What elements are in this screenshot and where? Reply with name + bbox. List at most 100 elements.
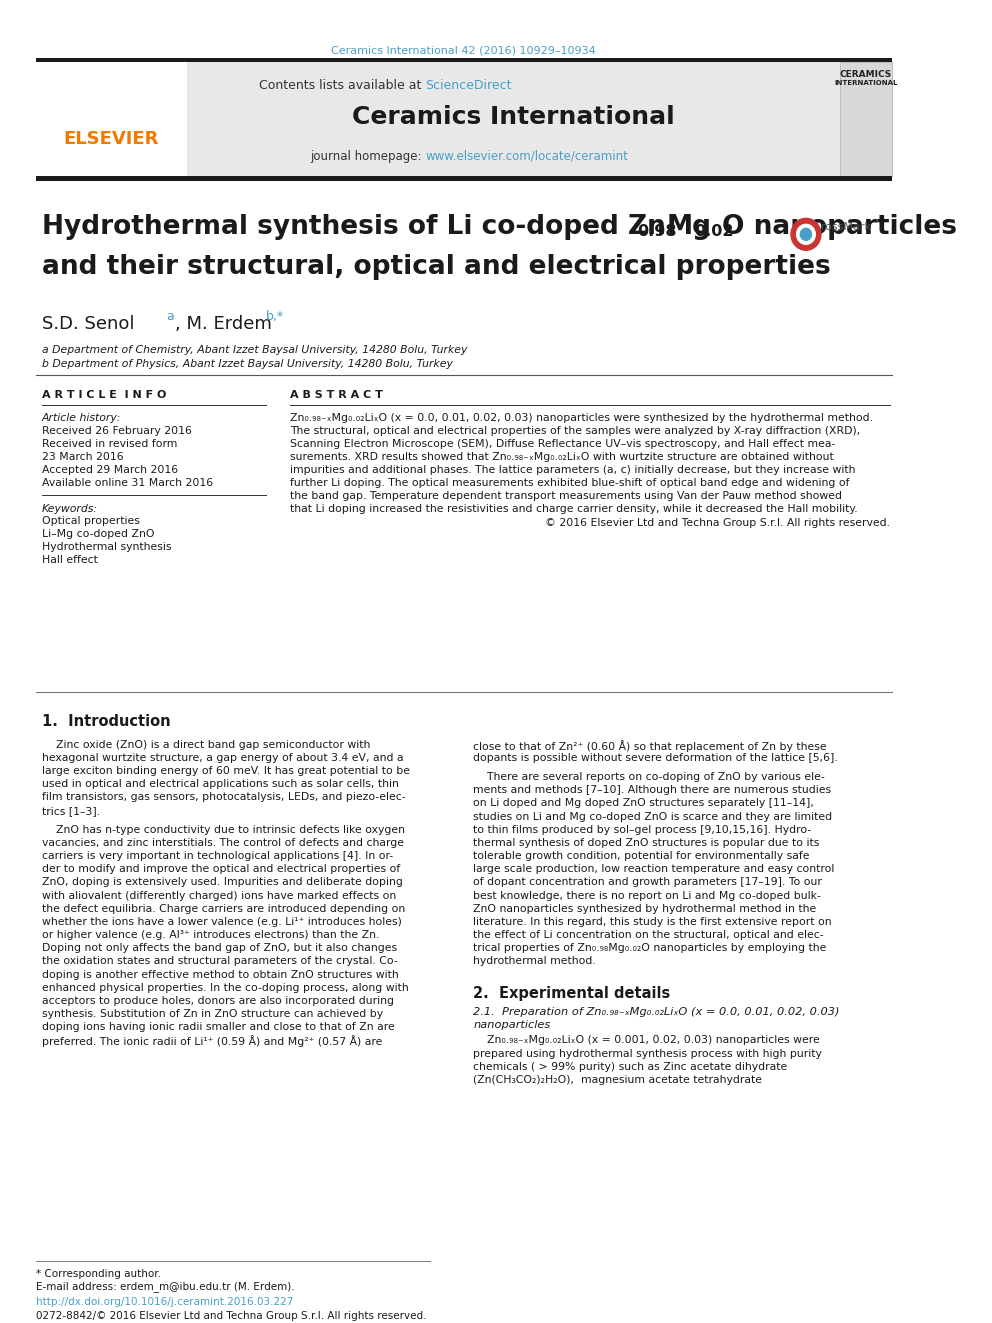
Text: hexagonal wurtzite structure, a gap energy of about 3.4 eV, and a: hexagonal wurtzite structure, a gap ener…	[42, 753, 404, 763]
Text: Zn₀.₉₈₋ₓMg₀.₀₂LiₓO (x = 0.0, 0.01, 0.02, 0.03) nanoparticles were synthesized by: Zn₀.₉₈₋ₓMg₀.₀₂LiₓO (x = 0.0, 0.01, 0.02,…	[290, 413, 873, 423]
Text: 0272-8842/© 2016 Elsevier Ltd and Techna Group S.r.l. All rights reserved.: 0272-8842/© 2016 Elsevier Ltd and Techna…	[36, 1311, 426, 1322]
Text: * Corresponding author.: * Corresponding author.	[36, 1269, 161, 1279]
Text: the effect of Li concentration on the structural, optical and elec-: the effect of Li concentration on the st…	[473, 930, 823, 941]
Text: vacancies, and zinc interstitials. The control of defects and charge: vacancies, and zinc interstitials. The c…	[42, 837, 404, 848]
Text: surements. XRD results showed that Zn₀.₉₈₋ₓMg₀.₀₂LiₓO with wurtzite structure ar: surements. XRD results showed that Zn₀.₉…	[290, 451, 833, 462]
Text: doping is another effective method to obtain ZnO structures with: doping is another effective method to ob…	[42, 970, 399, 979]
Text: The structural, optical and electrical properties of the samples were analyzed b: The structural, optical and electrical p…	[290, 426, 860, 435]
Text: enhanced physical properties. In the co-doping process, along with: enhanced physical properties. In the co-…	[42, 983, 409, 992]
Text: Contents lists available at: Contents lists available at	[259, 79, 426, 91]
Text: the defect equilibria. Charge carriers are introduced depending on: the defect equilibria. Charge carriers a…	[42, 904, 406, 914]
Bar	[839, 62, 892, 176]
Text: ZnO has n-type conductivity due to intrinsic defects like oxygen: ZnO has n-type conductivity due to intri…	[42, 824, 405, 835]
Text: 0.98: 0.98	[638, 225, 678, 239]
Bar	[187, 62, 839, 176]
Text: A B S T R A C T: A B S T R A C T	[290, 390, 383, 400]
Text: prepared using hydrothermal synthesis process with high purity: prepared using hydrothermal synthesis pr…	[473, 1049, 822, 1058]
Text: Li–Mg co-doped ZnO: Li–Mg co-doped ZnO	[42, 529, 155, 540]
Text: to thin films produced by sol–gel process [9,10,15,16]. Hydro-: to thin films produced by sol–gel proces…	[473, 824, 811, 835]
Text: Hydrothermal synthesis of Li co-doped Zn: Hydrothermal synthesis of Li co-doped Zn	[42, 214, 666, 241]
Text: with aliovalent (differently charged) ions have marked effects on: with aliovalent (differently charged) io…	[42, 890, 397, 901]
Text: Received in revised form: Received in revised form	[42, 439, 178, 448]
Bar	[36, 58, 892, 62]
Text: There are several reports on co-doping of ZnO by various ele-: There are several reports on co-doping o…	[473, 773, 825, 782]
Text: ments and methods [7–10]. Although there are numerous studies: ments and methods [7–10]. Although there…	[473, 786, 831, 795]
Text: INTERNATIONAL: INTERNATIONAL	[834, 79, 898, 86]
Text: whether the ions have a lower valence (e.g. Li¹⁺ introduces holes): whether the ions have a lower valence (e…	[42, 917, 402, 927]
Text: Received 26 February 2016: Received 26 February 2016	[42, 426, 191, 435]
Text: best knowledge, there is no report on Li and Mg co-doped bulk-: best knowledge, there is no report on Li…	[473, 890, 821, 901]
Text: 23 March 2016: 23 March 2016	[42, 451, 124, 462]
Text: the oxidation states and structural parameters of the crystal. Co-: the oxidation states and structural para…	[42, 957, 398, 966]
Text: or higher valence (e.g. Al³⁺ introduces electrons) than the Zn.: or higher valence (e.g. Al³⁺ introduces …	[42, 930, 380, 941]
Text: Keywords:: Keywords:	[42, 504, 98, 513]
Text: Hall effect: Hall effect	[42, 556, 98, 565]
Text: hydrothermal method.: hydrothermal method.	[473, 957, 596, 966]
Text: ZnO nanoparticles synthesized by hydrothermal method in the: ZnO nanoparticles synthesized by hydroth…	[473, 904, 816, 914]
Text: Accepted 29 March 2016: Accepted 29 March 2016	[42, 464, 179, 475]
Text: a: a	[167, 310, 175, 323]
Text: (Zn(CH₃CO₂)₂H₂O),  magnesium acetate tetrahydrate: (Zn(CH₃CO₂)₂H₂O), magnesium acetate tetr…	[473, 1074, 762, 1085]
Text: Article history:: Article history:	[42, 413, 121, 423]
Text: large exciton binding energy of 60 meV. It has great potential to be: large exciton binding energy of 60 meV. …	[42, 766, 410, 777]
Text: of dopant concentration and growth parameters [17–19]. To our: of dopant concentration and growth param…	[473, 877, 822, 888]
Text: that Li doping increased the resistivities and charge carrier density, while it : that Li doping increased the resistiviti…	[290, 504, 857, 513]
Text: thermal synthesis of doped ZnO structures is popular due to its: thermal synthesis of doped ZnO structure…	[473, 837, 819, 848]
Text: Doping not only affects the band gap of ZnO, but it also changes: Doping not only affects the band gap of …	[42, 943, 397, 954]
Text: ELSEVIER: ELSEVIER	[63, 130, 159, 148]
Text: trical properties of Zn₀.₉₈Mg₀.₀₂O nanoparticles by employing the: trical properties of Zn₀.₉₈Mg₀.₀₂O nanop…	[473, 943, 826, 954]
Text: synthesis. Substitution of Zn in ZnO structure can achieved by: synthesis. Substitution of Zn in ZnO str…	[42, 1009, 383, 1019]
Text: Optical properties: Optical properties	[42, 516, 140, 527]
Text: A R T I C L E  I N F O: A R T I C L E I N F O	[42, 390, 167, 400]
Text: der to modify and improve the optical and electrical properties of: der to modify and improve the optical an…	[42, 864, 401, 875]
Text: close to that of Zn²⁺ (0.60 Å) so that replacement of Zn by these: close to that of Zn²⁺ (0.60 Å) so that r…	[473, 740, 826, 751]
Text: b Department of Physics, Abant Izzet Baysal University, 14280 Bolu, Turkey: b Department of Physics, Abant Izzet Bay…	[42, 359, 453, 369]
Bar	[36, 176, 892, 181]
Text: nanoparticles: nanoparticles	[473, 1020, 551, 1031]
Text: CERAMICS: CERAMICS	[839, 70, 892, 79]
Text: journal homepage:: journal homepage:	[310, 149, 426, 163]
Text: Zinc oxide (ZnO) is a direct band gap semiconductor with: Zinc oxide (ZnO) is a direct band gap se…	[42, 740, 370, 750]
Text: on Li doped and Mg doped ZnO structures separately [11–14],: on Li doped and Mg doped ZnO structures …	[473, 799, 814, 808]
Text: acceptors to produce holes, donors are also incorporated during: acceptors to produce holes, donors are a…	[42, 996, 394, 1005]
Circle shape	[791, 218, 821, 250]
Text: preferred. The ionic radii of Li¹⁺ (0.59 Å) and Mg²⁺ (0.57 Å) are: preferred. The ionic radii of Li¹⁺ (0.59…	[42, 1036, 383, 1048]
Text: Scanning Electron Microscope (SEM), Diffuse Reflectance UV–vis spectroscopy, and: Scanning Electron Microscope (SEM), Diff…	[290, 439, 835, 448]
Text: 2.1.  Preparation of Zn₀.₉₈₋ₓMg₀.₀₂LiₓO (x = 0.0, 0.01, 0.02, 0.03): 2.1. Preparation of Zn₀.₉₈₋ₓMg₀.₀₂LiₓO (…	[473, 1008, 839, 1017]
Circle shape	[801, 229, 811, 241]
Text: Ceramics International 42 (2016) 10929–10934: Ceramics International 42 (2016) 10929–1…	[331, 46, 596, 56]
Text: carriers is very important in technological applications [4]. In or-: carriers is very important in technologi…	[42, 851, 393, 861]
Circle shape	[797, 225, 815, 245]
Text: trics [1–3].: trics [1–3].	[42, 806, 100, 816]
Text: Available online 31 March 2016: Available online 31 March 2016	[42, 478, 213, 488]
Text: , M. Erdem: , M. Erdem	[175, 315, 272, 333]
Text: used in optical and electrical applications such as solar cells, thin: used in optical and electrical applicati…	[42, 779, 399, 790]
Text: © 2016 Elsevier Ltd and Techna Group S.r.l. All rights reserved.: © 2016 Elsevier Ltd and Techna Group S.r…	[545, 519, 890, 528]
Text: E-mail address: erdem_m@ibu.edu.tr (M. Erdem).: E-mail address: erdem_m@ibu.edu.tr (M. E…	[36, 1281, 295, 1293]
Text: a Department of Chemistry, Abant Izzet Baysal University, 14280 Bolu, Turkey: a Department of Chemistry, Abant Izzet B…	[42, 345, 467, 355]
Text: dopants is possible without severe deformation of the lattice [5,6].: dopants is possible without severe defor…	[473, 753, 838, 763]
Text: Hydrothermal synthesis: Hydrothermal synthesis	[42, 542, 172, 553]
Text: O nanoparticles: O nanoparticles	[722, 214, 957, 241]
Text: 0.02: 0.02	[693, 225, 733, 239]
Text: large scale production, low reaction temperature and easy control: large scale production, low reaction tem…	[473, 864, 834, 875]
Text: 2.  Experimental details: 2. Experimental details	[473, 986, 671, 1000]
Text: ScienceDirect: ScienceDirect	[426, 79, 512, 91]
Text: S.D. Senol: S.D. Senol	[42, 315, 135, 333]
Text: Ceramics International: Ceramics International	[352, 105, 675, 128]
Text: CrossMark: CrossMark	[813, 222, 871, 233]
Text: 1.  Introduction: 1. Introduction	[42, 714, 171, 729]
Text: Zn₀.₉₈₋ₓMg₀.₀₂LiₓO (x = 0.001, 0.02, 0.03) nanoparticles were: Zn₀.₉₈₋ₓMg₀.₀₂LiₓO (x = 0.001, 0.02, 0.0…	[473, 1036, 819, 1045]
Text: ZnO, doping is extensively used. Impurities and deliberate doping: ZnO, doping is extensively used. Impurit…	[42, 877, 403, 888]
Bar	[36, 62, 187, 176]
Text: Mg: Mg	[667, 214, 711, 241]
Text: studies on Li and Mg co-doped ZnO is scarce and they are limited: studies on Li and Mg co-doped ZnO is sca…	[473, 811, 832, 822]
Text: doping ions having ionic radii smaller and close to that of Zn are: doping ions having ionic radii smaller a…	[42, 1023, 395, 1032]
Text: chemicals ( > 99% purity) such as Zinc acetate dihydrate: chemicals ( > 99% purity) such as Zinc a…	[473, 1062, 788, 1072]
Text: further Li doping. The optical measurements exhibited blue-shift of optical band: further Li doping. The optical measureme…	[290, 478, 849, 488]
Text: tolerable growth condition, potential for environmentally safe: tolerable growth condition, potential fo…	[473, 851, 809, 861]
Text: impurities and additional phases. The lattice parameters (a, c) initially decrea: impurities and additional phases. The la…	[290, 464, 855, 475]
Text: literature. In this regard, this study is the first extensive report on: literature. In this regard, this study i…	[473, 917, 831, 927]
Text: and their structural, optical and electrical properties: and their structural, optical and electr…	[42, 254, 831, 280]
Text: www.elsevier.com/locate/ceramint: www.elsevier.com/locate/ceramint	[426, 149, 628, 163]
